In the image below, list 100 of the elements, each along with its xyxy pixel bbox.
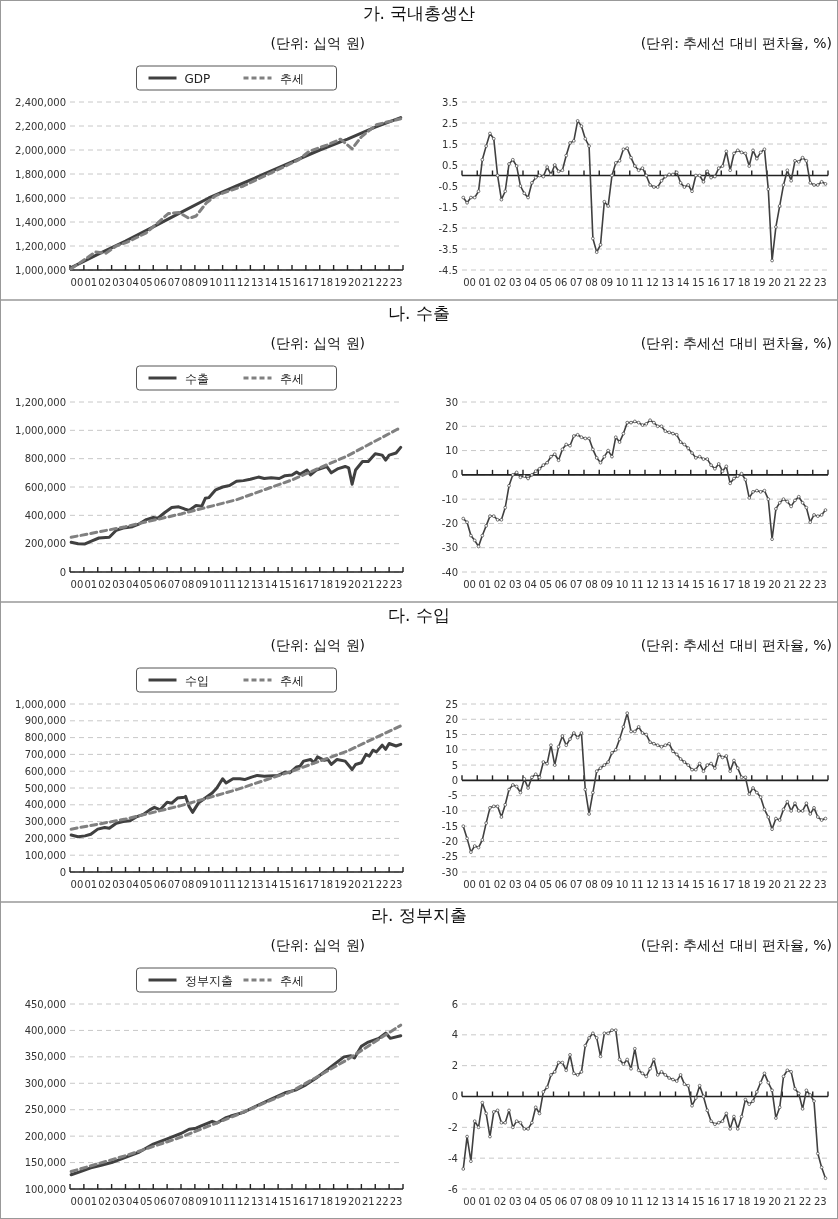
x-tick-label: 02 [493,1196,507,1207]
x-tick-label: 19 [753,1196,766,1207]
y-tick-label: 10 [445,445,458,457]
x-tick-label: 10 [615,579,629,590]
y-tick-label: 1,400,000 [15,216,66,228]
y-tick-label: 0 [451,1091,458,1102]
x-tick-label: 00 [463,1196,476,1207]
chart-subtitle: (단위: 십억 원) [270,335,365,351]
x-tick-label: 04 [524,879,537,890]
x-tick-label: 17 [306,879,320,890]
x-tick-label: 11 [631,277,644,288]
x-tick-label: 19 [753,879,766,890]
y-tick-label: 600,000 [24,765,66,777]
y-tick-label: 100,000 [24,849,66,861]
x-tick-label: 20 [768,277,781,288]
x-tick-label: 04 [524,1196,537,1207]
x-tick-label: 19 [753,277,766,288]
y-tick-label: 200,000 [24,538,66,550]
y-tick-label: 3.5 [442,96,458,108]
y-tick-label: 800,000 [24,453,66,465]
x-tick-label: 16 [707,277,720,288]
x-tick-label: 10 [615,879,629,890]
y-tick-label: 250,000 [24,1104,66,1116]
x-tick-label: 18 [737,879,751,890]
x-tick-label: 03 [112,277,125,288]
y-tick-label: -1.5 [438,201,458,213]
x-tick-label: 22 [798,879,812,890]
x-tick-label: 02 [493,277,507,288]
x-tick-label: 22 [375,879,389,890]
x-tick-label: 04 [126,879,139,890]
x-tick-label: 00 [70,1196,84,1207]
x-tick-label: 20 [348,879,361,890]
y-tick-label: 0 [59,566,66,578]
x-tick-label: 08 [181,879,195,890]
y-tick-label: -6 [448,1183,458,1195]
x-tick-label: 05 [139,277,153,288]
x-tick-label: 02 [493,579,507,590]
chart-title: 나. 수출 [388,303,450,323]
y-tick-label: -4.5 [438,264,458,276]
x-tick-label: 09 [600,1196,614,1207]
y-tick-label: 30 [445,396,458,408]
x-tick-label: 21 [361,277,375,288]
y-tick-label: 4 [451,1029,458,1041]
x-tick-label: 01 [84,1196,98,1207]
chart-title: 가. 국내총생산 [362,3,476,23]
x-tick-label: 15 [692,879,705,890]
x-tick-label: 11 [223,579,236,590]
x-tick-label: 18 [737,579,751,590]
x-tick-label: 00 [463,579,476,590]
x-tick-label: 14 [676,1196,690,1207]
y-tick-label: 700,000 [24,748,66,760]
x-tick-label: 16 [292,277,306,288]
x-tick-label: 16 [707,1196,720,1207]
x-tick-label: 09 [195,579,209,590]
x-tick-label: 23 [814,579,827,590]
x-tick-label: 14 [264,277,278,288]
x-tick-label: 09 [600,879,614,890]
x-tick-label: 21 [783,579,797,590]
y-tick-label: 200,000 [24,1130,66,1142]
x-tick-label: 19 [334,579,347,590]
x-tick-label: 06 [554,1196,568,1207]
x-tick-label: 09 [195,277,209,288]
x-tick-label: 13 [661,277,675,288]
x-tick-label: 09 [195,879,209,890]
x-tick-label: 10 [615,1196,629,1207]
x-tick-label: 03 [112,1196,125,1207]
x-tick-label: 13 [250,1196,264,1207]
x-tick-label: 01 [84,579,98,590]
x-tick-label: 04 [524,277,537,288]
y-tick-label: 2,400,000 [15,96,66,108]
y-tick-label: 0 [451,469,458,481]
y-tick-label: 1,200,000 [15,396,66,408]
x-tick-label: 23 [814,879,827,890]
y-tick-label: -2 [448,1121,458,1133]
x-tick-label: 15 [692,579,705,590]
x-tick-label: 20 [348,277,361,288]
x-tick-label: 23 [389,277,403,288]
x-tick-label: 17 [306,277,320,288]
x-tick-label: 06 [554,579,568,590]
y-tick-label: 20 [445,713,458,725]
x-tick-label: 04 [524,579,537,590]
x-tick-label: 12 [646,277,659,288]
y-tick-label: -30 [441,542,458,554]
x-tick-label: 03 [509,579,522,590]
x-tick-label: 05 [539,879,553,890]
x-tick-label: 12 [646,579,659,590]
x-tick-label: 01 [478,879,492,890]
x-tick-label: 15 [278,879,292,890]
x-tick-label: 11 [631,579,644,590]
y-tick-label: 450,000 [24,998,66,1010]
x-tick-label: 19 [334,879,347,890]
x-tick-label: 11 [223,277,236,288]
y-tick-label: -30 [441,866,458,878]
x-tick-label: 03 [509,879,522,890]
x-tick-label: 12 [237,579,250,590]
legend-label: 추세 [279,973,304,988]
y-tick-label: 300,000 [24,816,66,828]
x-tick-label: 03 [509,277,522,288]
x-tick-label: 22 [798,579,812,590]
x-tick-label: 12 [646,1196,659,1207]
